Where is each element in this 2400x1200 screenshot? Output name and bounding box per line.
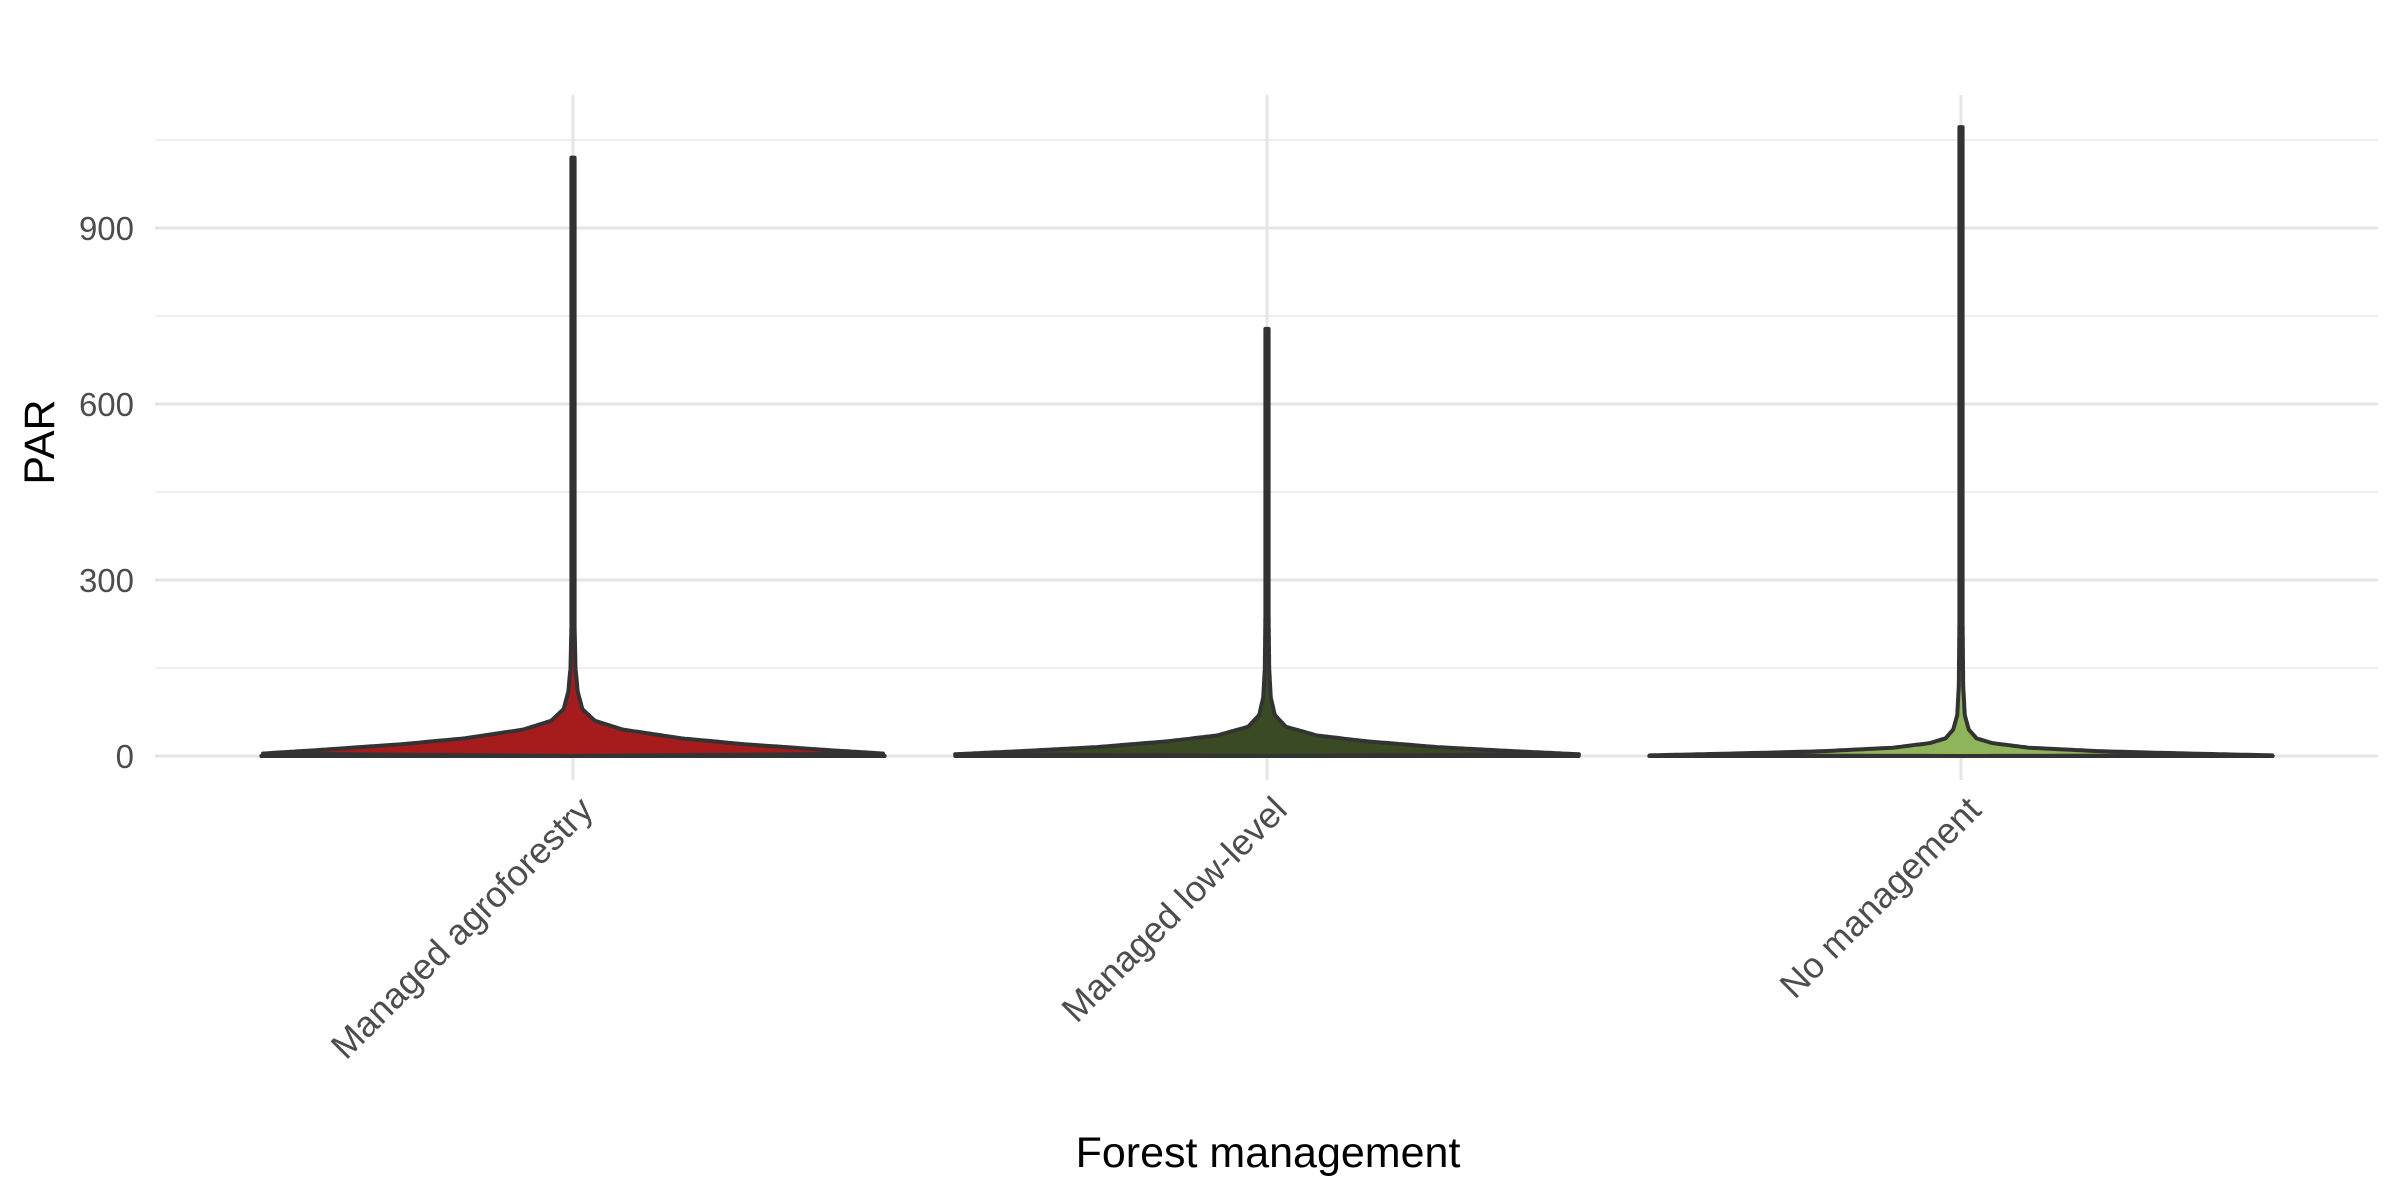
x-axis-ticks: Managed agroforestry Managed low-level No … xyxy=(323,789,1989,1067)
violin-no-management xyxy=(1647,125,2275,758)
y-axis-ticks: 0 300 600 900 xyxy=(79,210,134,775)
x-axis-title: Forest management xyxy=(1076,1129,1461,1177)
violin-managed-agroforestry xyxy=(259,155,887,758)
y-tick-label: 300 xyxy=(79,562,134,599)
x-tick-label: Managed agroforestry xyxy=(323,789,601,1067)
x-tick-label: Managed low-level xyxy=(1053,789,1294,1030)
y-tick-label: 600 xyxy=(79,386,134,423)
y-axis-title: PAR xyxy=(16,399,64,484)
violin-managed-low-level xyxy=(953,326,1581,758)
x-tick-label: No management xyxy=(1771,789,1988,1006)
y-tick-label: 0 xyxy=(116,738,134,775)
y-tick-label: 900 xyxy=(79,210,134,247)
violins xyxy=(259,125,2275,758)
